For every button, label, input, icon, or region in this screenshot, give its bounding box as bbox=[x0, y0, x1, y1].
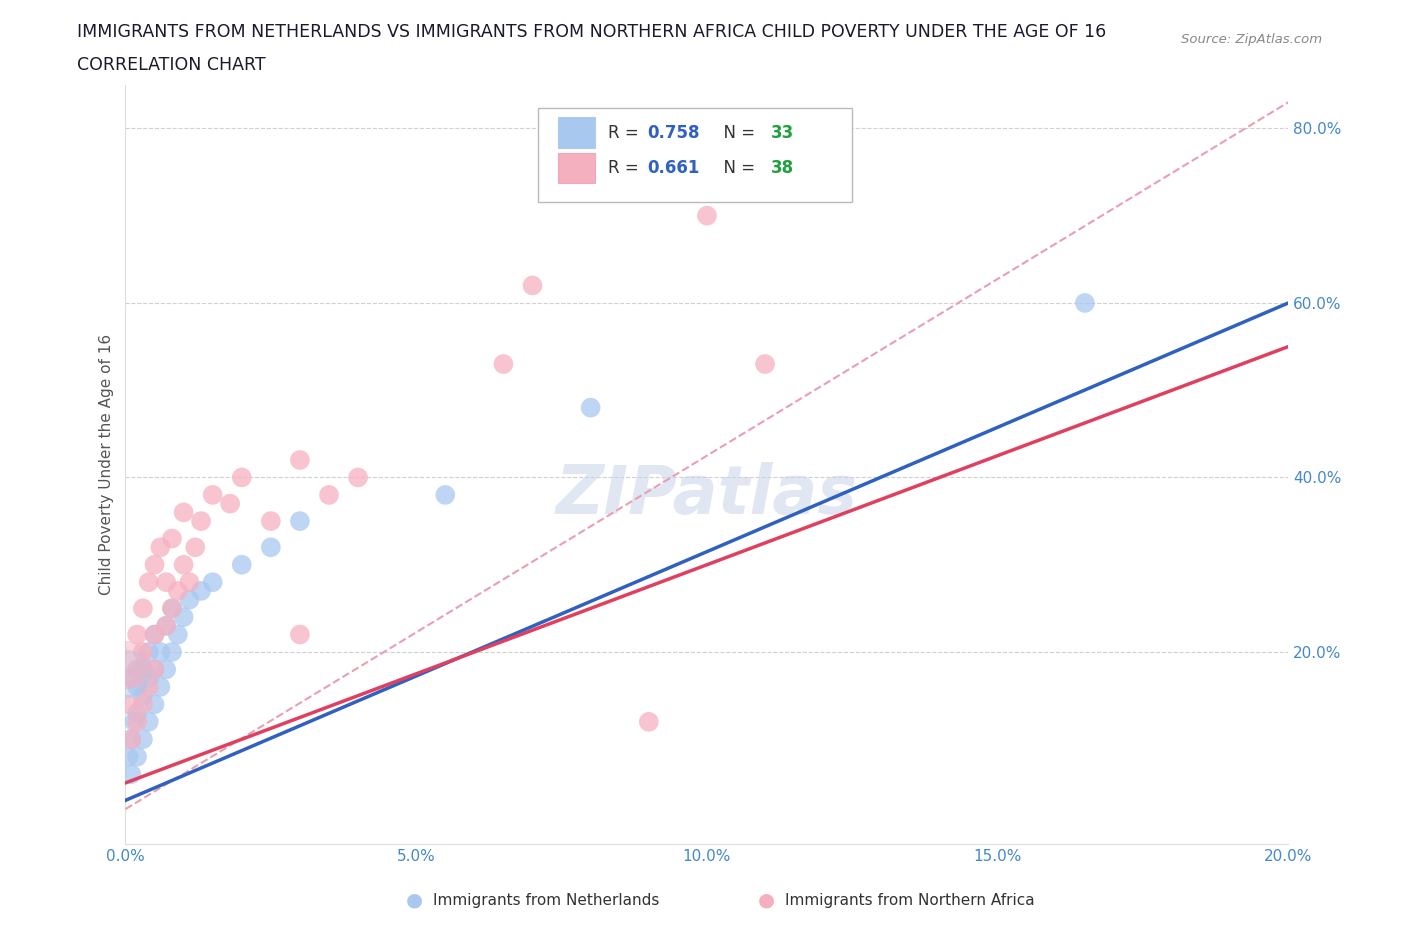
Point bbox=[143, 627, 166, 642]
Text: 0.758: 0.758 bbox=[648, 124, 700, 141]
Point bbox=[143, 627, 166, 642]
Point bbox=[696, 208, 718, 223]
Point bbox=[173, 557, 195, 572]
Point bbox=[1074, 296, 1097, 311]
Point bbox=[143, 697, 166, 711]
Point bbox=[115, 667, 138, 682]
Text: Immigrants from Northern Africa: Immigrants from Northern Africa bbox=[785, 893, 1035, 908]
Point bbox=[138, 644, 160, 659]
Point bbox=[132, 662, 155, 677]
Point bbox=[117, 697, 139, 711]
Point bbox=[166, 627, 188, 642]
Text: ●: ● bbox=[758, 891, 775, 910]
FancyBboxPatch shape bbox=[558, 153, 595, 183]
Point bbox=[160, 601, 183, 616]
Point bbox=[318, 487, 340, 502]
Text: Source: ZipAtlas.com: Source: ZipAtlas.com bbox=[1181, 33, 1322, 46]
Point bbox=[166, 583, 188, 598]
Point bbox=[579, 400, 602, 415]
Point bbox=[143, 662, 166, 677]
Point bbox=[132, 732, 155, 747]
Point bbox=[115, 658, 138, 672]
Point bbox=[138, 671, 160, 685]
Point bbox=[120, 671, 142, 685]
Point bbox=[120, 766, 142, 781]
Text: R =: R = bbox=[609, 159, 644, 178]
Point bbox=[173, 610, 195, 625]
Point bbox=[219, 497, 242, 512]
Text: N =: N = bbox=[713, 159, 761, 178]
Text: Immigrants from Netherlands: Immigrants from Netherlands bbox=[433, 893, 659, 908]
Point bbox=[201, 575, 224, 590]
Point bbox=[184, 539, 207, 554]
Point bbox=[155, 618, 177, 633]
Point bbox=[132, 688, 155, 703]
Point bbox=[117, 750, 139, 764]
Text: ZIPatlas: ZIPatlas bbox=[555, 461, 858, 527]
Point bbox=[149, 680, 172, 695]
Y-axis label: Child Poverty Under the Age of 16: Child Poverty Under the Age of 16 bbox=[100, 334, 114, 595]
Point bbox=[288, 513, 311, 528]
Point bbox=[637, 714, 659, 729]
Point bbox=[160, 601, 183, 616]
FancyBboxPatch shape bbox=[538, 108, 852, 203]
Point bbox=[149, 644, 172, 659]
Point bbox=[160, 531, 183, 546]
Point bbox=[201, 487, 224, 502]
Point bbox=[138, 575, 160, 590]
Point bbox=[754, 356, 776, 371]
Point bbox=[149, 539, 172, 554]
Point bbox=[155, 575, 177, 590]
Point bbox=[260, 513, 283, 528]
Point bbox=[127, 706, 149, 721]
Text: ●: ● bbox=[406, 891, 423, 910]
Point bbox=[127, 750, 149, 764]
Point bbox=[288, 627, 311, 642]
Point bbox=[122, 714, 145, 729]
Point bbox=[190, 513, 212, 528]
Point bbox=[492, 356, 515, 371]
Point bbox=[120, 732, 142, 747]
Point bbox=[173, 505, 195, 520]
Point bbox=[143, 557, 166, 572]
Point bbox=[143, 662, 166, 677]
Point bbox=[160, 644, 183, 659]
Text: CORRELATION CHART: CORRELATION CHART bbox=[77, 56, 266, 73]
Point bbox=[179, 575, 201, 590]
Point bbox=[127, 680, 149, 695]
Point bbox=[132, 697, 155, 711]
Point bbox=[434, 487, 457, 502]
Point bbox=[347, 470, 370, 485]
Point bbox=[155, 618, 177, 633]
Text: N =: N = bbox=[713, 124, 761, 141]
Text: 33: 33 bbox=[770, 124, 794, 141]
Point bbox=[132, 644, 155, 659]
Point bbox=[288, 453, 311, 468]
Point bbox=[231, 470, 253, 485]
Text: IMMIGRANTS FROM NETHERLANDS VS IMMIGRANTS FROM NORTHERN AFRICA CHILD POVERTY UND: IMMIGRANTS FROM NETHERLANDS VS IMMIGRANT… bbox=[77, 23, 1107, 41]
Point bbox=[120, 732, 142, 747]
Point bbox=[155, 662, 177, 677]
Point bbox=[138, 680, 160, 695]
Text: 0.661: 0.661 bbox=[648, 159, 700, 178]
Point bbox=[190, 583, 212, 598]
Point bbox=[127, 627, 149, 642]
Point bbox=[127, 662, 149, 677]
Point bbox=[231, 557, 253, 572]
Point bbox=[138, 714, 160, 729]
Point bbox=[132, 601, 155, 616]
Point bbox=[260, 539, 283, 554]
Point bbox=[127, 714, 149, 729]
Text: R =: R = bbox=[609, 124, 644, 141]
Point bbox=[522, 278, 544, 293]
Text: 38: 38 bbox=[770, 159, 794, 178]
FancyBboxPatch shape bbox=[558, 117, 595, 148]
Point bbox=[179, 592, 201, 607]
